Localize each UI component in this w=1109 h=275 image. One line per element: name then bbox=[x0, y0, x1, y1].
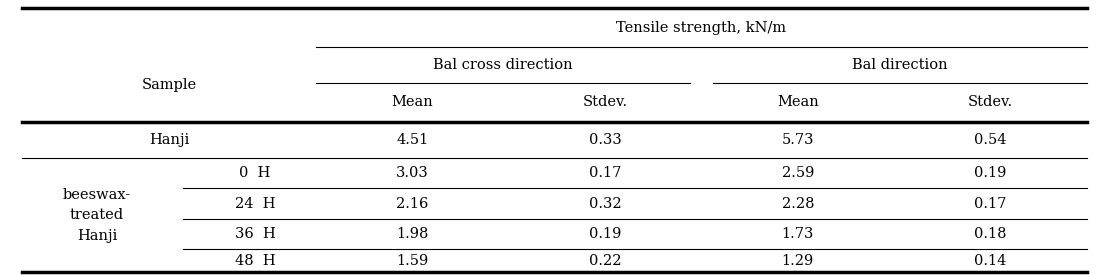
Text: Mean: Mean bbox=[777, 95, 818, 109]
Text: 1.29: 1.29 bbox=[782, 254, 814, 268]
Text: 4.51: 4.51 bbox=[396, 133, 428, 147]
Text: 2.59: 2.59 bbox=[782, 166, 814, 180]
Text: 0.19: 0.19 bbox=[589, 227, 621, 241]
Text: 1.59: 1.59 bbox=[396, 254, 428, 268]
Text: Bal direction: Bal direction bbox=[852, 58, 947, 72]
Text: 48  H: 48 H bbox=[235, 254, 275, 268]
Text: Stdev.: Stdev. bbox=[968, 95, 1013, 109]
Text: Tensile strength, kN/m: Tensile strength, kN/m bbox=[617, 21, 786, 34]
Text: 3.03: 3.03 bbox=[396, 166, 429, 180]
Text: 0.18: 0.18 bbox=[974, 227, 1007, 241]
Text: 0.17: 0.17 bbox=[975, 197, 1007, 210]
Text: 0.32: 0.32 bbox=[589, 197, 621, 210]
Text: 2.28: 2.28 bbox=[782, 197, 814, 210]
Text: Bal cross direction: Bal cross direction bbox=[434, 58, 573, 72]
Text: 24  H: 24 H bbox=[235, 197, 275, 210]
Text: beeswax-
treated
Hanji: beeswax- treated Hanji bbox=[63, 188, 131, 243]
Text: 0.14: 0.14 bbox=[975, 254, 1007, 268]
Text: 5.73: 5.73 bbox=[782, 133, 814, 147]
Text: 0.33: 0.33 bbox=[589, 133, 621, 147]
Text: 0.17: 0.17 bbox=[589, 166, 621, 180]
Text: 0.19: 0.19 bbox=[975, 166, 1007, 180]
Text: 0.22: 0.22 bbox=[589, 254, 621, 268]
Text: 2.16: 2.16 bbox=[396, 197, 428, 210]
Text: Mean: Mean bbox=[391, 95, 434, 109]
Text: Sample: Sample bbox=[142, 78, 196, 92]
Text: Stdev.: Stdev. bbox=[582, 95, 628, 109]
Text: Hanji: Hanji bbox=[149, 133, 190, 147]
Text: 1.98: 1.98 bbox=[396, 227, 428, 241]
Text: 1.73: 1.73 bbox=[782, 227, 814, 241]
Text: 0.54: 0.54 bbox=[974, 133, 1007, 147]
Text: 36  H: 36 H bbox=[235, 227, 275, 241]
Text: 0  H: 0 H bbox=[240, 166, 271, 180]
